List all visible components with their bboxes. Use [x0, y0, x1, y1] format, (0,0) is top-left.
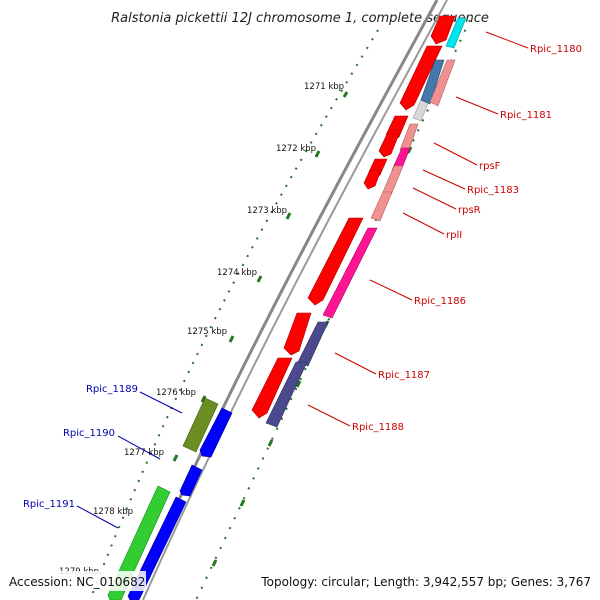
label-rpsr: rpsR [458, 205, 481, 216]
feature-rpli-category[interactable] [370, 191, 393, 222]
label-rpic-1188: Rpic_1188 [352, 422, 404, 433]
feature-rpic-1188-category[interactable] [265, 361, 308, 428]
forward-genes [251, 15, 456, 419]
gene-rpic-1190[interactable] [179, 464, 203, 497]
scale-label-1275: 1275 kbp [187, 327, 227, 337]
backbone-inner [142, 0, 448, 600]
scale-label-1277: 1277 kbp [124, 448, 164, 458]
gene-rpic-1183[interactable] [378, 133, 400, 158]
feature-rrna[interactable] [445, 17, 467, 49]
feature-rpsr-category[interactable] [382, 165, 404, 196]
label-rpic-1190: Rpic_1190 [63, 428, 115, 439]
label-rpic-1191: Rpic_1191 [23, 499, 75, 510]
scale-label-1276: 1276 kbp [156, 388, 196, 398]
footer-accession: Accession: NC_010682 [9, 575, 145, 589]
gene-rpic-1188[interactable] [251, 357, 293, 419]
map-title: Ralstonia pickettii 12J chromosome 1, co… [111, 11, 489, 26]
label-rpic-1186: Rpic_1186 [414, 296, 466, 307]
footer-accession-bg [4, 571, 146, 591]
label-rpic-1183: Rpic_1183 [467, 185, 519, 196]
feature-steel-blue[interactable] [420, 59, 445, 105]
label-rpsf: rpsF [479, 161, 501, 172]
label-rpli: rplI [446, 230, 462, 241]
feature-pink-upper[interactable] [429, 59, 456, 107]
inner-ticks [211, 87, 442, 567]
scale-label-1273: 1273 kbp [247, 206, 287, 216]
gene-rpli[interactable] [363, 169, 382, 190]
reverse-genes [107, 397, 233, 600]
label-rpic-1187: Rpic_1187 [378, 370, 430, 381]
gene-rpic-1189[interactable] [199, 407, 233, 458]
scale-label-1271: 1271 kbp [304, 82, 344, 92]
forward-label-lines [307, 31, 529, 427]
label-rpic-1181: Rpic_1181 [500, 110, 552, 121]
feature-rpic-1186-category[interactable] [322, 227, 378, 319]
scale-label-1272: 1272 kbp [276, 144, 316, 154]
inner-dotted-arc [195, 19, 471, 600]
gene-rpic-1181[interactable] [399, 45, 443, 111]
footer-summary-bg [256, 571, 596, 591]
feature-rpic-1189-category[interactable] [182, 397, 219, 453]
gene-rpic-1186[interactable] [307, 217, 364, 306]
gene-rpic-1180[interactable] [430, 15, 456, 45]
scale-label-1274: 1274 kbp [217, 268, 257, 278]
label-rpic-1189: Rpic_1189 [86, 384, 138, 395]
gene-rpic-1187[interactable] [283, 312, 312, 356]
category-track [265, 17, 467, 428]
scale-label-1278: 1278 kbp [93, 507, 133, 517]
footer-summary: Topology: circular; Length: 3,942,557 bp… [260, 575, 591, 589]
scale-dotted-arc [89, 29, 379, 600]
label-rpic-1180: Rpic_1180 [530, 44, 582, 55]
reverse-label-lines [76, 391, 183, 529]
